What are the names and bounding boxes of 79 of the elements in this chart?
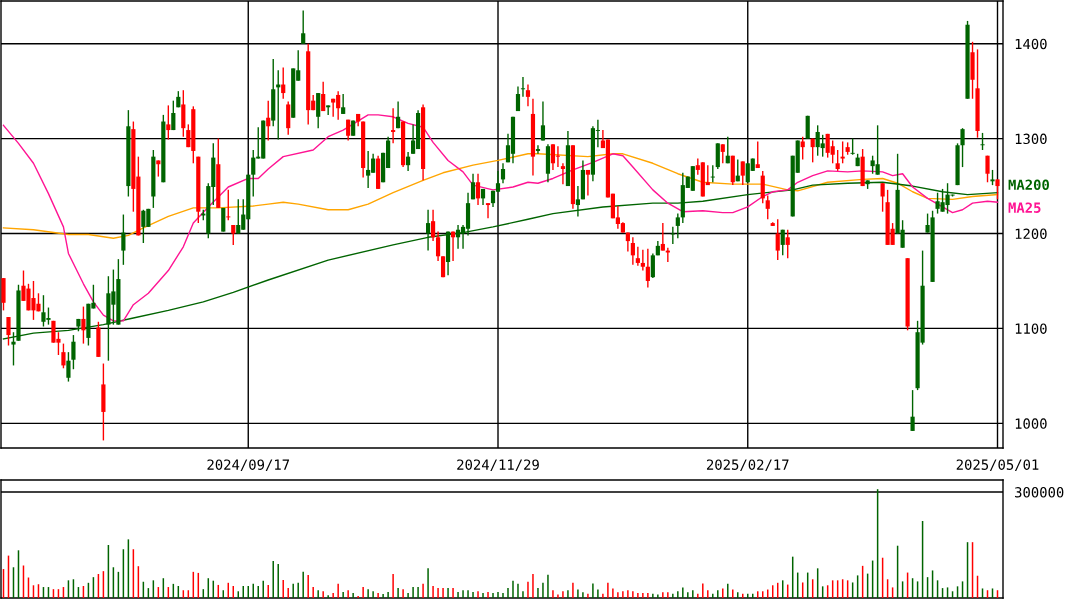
candlestick [435,230,441,262]
candlestick [640,248,645,272]
candlestick [820,134,825,158]
candlestick [236,198,241,235]
candlestick [675,212,680,239]
candlestick [630,236,635,266]
candlestick [166,104,171,141]
candlestick [660,222,665,252]
y-tick-label: 1100 [1015,323,1047,334]
candlestick [391,107,396,145]
candlestick [775,218,780,261]
candlestick [500,162,506,184]
y-tick-label: 300000 [1015,487,1064,498]
candlestick [650,252,655,279]
candlestick [560,162,566,185]
candlestick [485,202,491,220]
candlestick [780,229,785,257]
candlestick [81,305,86,345]
line-series [2,114,999,322]
candlestick [535,144,541,155]
candlestick [341,93,346,115]
candlestick [875,124,880,176]
candlestick [475,173,481,206]
candlestick [181,89,186,138]
candlestick [425,209,431,252]
candlestick [6,316,11,347]
y-tick-label: 1000 [1015,418,1047,429]
y-tick-label: 1200 [1015,228,1047,240]
candlestick [286,100,291,136]
candlestick [740,160,745,186]
candlestick [430,209,436,242]
candlestick [585,169,591,197]
x-tick-label: 2024/11/29 [457,459,539,472]
candlestick [61,342,66,369]
x-tick-label: 2024/09/17 [207,459,290,472]
y-tick-label: 1400 [1015,38,1047,50]
candlestick [785,229,790,259]
candlestick [760,170,765,204]
candlestick [720,143,725,164]
x-tick-label: 2025/05/01 [956,459,1039,472]
candlestick [555,145,561,168]
candlestick [71,334,76,370]
candlestick [575,185,581,218]
candlestick [960,127,965,168]
candlestick [800,136,805,161]
candlestick [540,100,546,142]
candlestick [635,246,640,267]
candlestick [326,104,331,116]
series-label: MA200 [1008,179,1049,191]
candlestick [985,154,990,183]
candlestick [995,178,1000,201]
candlestick [66,351,71,383]
candlestick [755,140,760,169]
candlestick [645,248,650,289]
candlestick [715,142,720,170]
candlestick [550,143,556,171]
candlestick [251,149,256,198]
x-tick-label: 2025/02/17 [706,459,789,472]
line-series [2,153,999,239]
y-tick-label: 1300 [1015,133,1047,145]
candlestick [171,99,176,131]
candlestick [840,140,845,164]
candlestick [765,194,770,220]
candlestick [316,92,321,129]
candlestick [121,213,126,266]
candlestick [525,83,531,108]
candlestick [141,209,146,244]
candlestick [301,9,306,45]
candlestick [396,100,401,129]
series-label: MA25 [1008,202,1041,213]
candlestick [520,76,526,98]
candlestick [470,173,476,201]
candlestick [321,80,326,112]
candlestick [226,189,231,221]
candlestick [515,85,521,112]
candlestick [366,150,371,189]
candlestick [835,149,840,172]
candlestick [880,182,885,213]
candlestick [910,389,915,432]
